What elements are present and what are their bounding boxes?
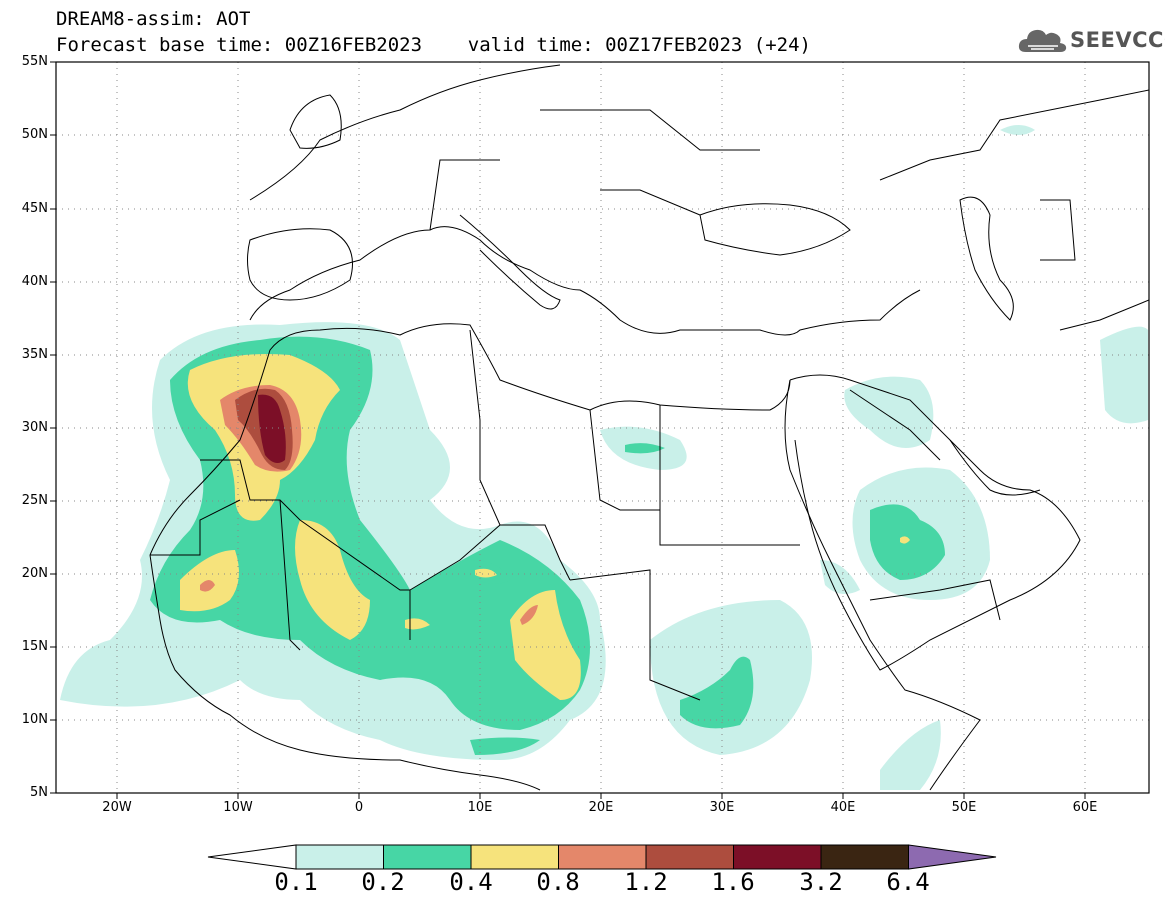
- colorbar-swatch: [295, 844, 384, 870]
- colorbar-label: 0.4: [449, 868, 493, 896]
- colorbar-swatch: [820, 844, 909, 870]
- lon-label: 60E: [1072, 800, 1098, 815]
- colorbar-swatch: [558, 844, 647, 870]
- aot-field: [60, 125, 1148, 790]
- lon-label: 40E: [830, 800, 856, 815]
- cloud-icon: [1018, 29, 1067, 52]
- colorbar-label: 0.8: [536, 868, 580, 896]
- lat-label: 10N: [21, 712, 48, 727]
- colorbar-swatch: [733, 844, 822, 870]
- axis-ticks: [50, 61, 1086, 799]
- lon-label: 10W: [223, 800, 253, 815]
- lat-label: 50N: [21, 127, 48, 142]
- lon-label: 30E: [709, 800, 735, 815]
- lon-label: 20E: [588, 800, 614, 815]
- lat-label: 15N: [21, 639, 48, 654]
- aot-band-1.6: [258, 394, 286, 464]
- forecast-time-line: Forecast base time: 00Z16FEB2023 valid t…: [56, 34, 811, 56]
- lat-label: 35N: [21, 347, 48, 362]
- colorbar-low-arrow: [207, 844, 297, 870]
- aot-spot-arabia: [900, 536, 910, 544]
- lat-label: 45N: [21, 201, 48, 216]
- colorbar-swatch: [470, 844, 559, 870]
- colorbar-label: 3.2: [799, 868, 843, 896]
- colorbar-label: 1.6: [711, 868, 755, 896]
- colorbar-swatch: [383, 844, 472, 870]
- lon-label: 20W: [102, 800, 132, 815]
- colorbar: [207, 844, 997, 870]
- colorbar-label: 1.2: [624, 868, 668, 896]
- colorbar-label: 0.1: [274, 868, 318, 896]
- colorbar-swatch: [645, 844, 734, 870]
- coastlines: [149, 64, 1149, 791]
- lat-label: 20N: [21, 566, 48, 581]
- map-title: DREAM8-assim: AOT: [56, 8, 251, 30]
- lat-label: 30N: [21, 420, 48, 435]
- logo-text: SEEVCCC: [1070, 28, 1165, 52]
- lat-label: 40N: [21, 274, 48, 289]
- lat-label: 55N: [21, 54, 48, 69]
- lon-label: 50E: [951, 800, 977, 815]
- lat-label: 5N: [30, 785, 48, 800]
- lon-label: 0: [354, 800, 364, 815]
- lat-label: 25N: [21, 493, 48, 508]
- lon-label: 10E: [467, 800, 493, 815]
- colorbar-high-arrow: [908, 844, 997, 870]
- colorbar-label: 0.2: [361, 868, 405, 896]
- colorbar-label: 6.4: [886, 868, 930, 896]
- seevccc-logo: SEEVCCC: [1018, 24, 1165, 58]
